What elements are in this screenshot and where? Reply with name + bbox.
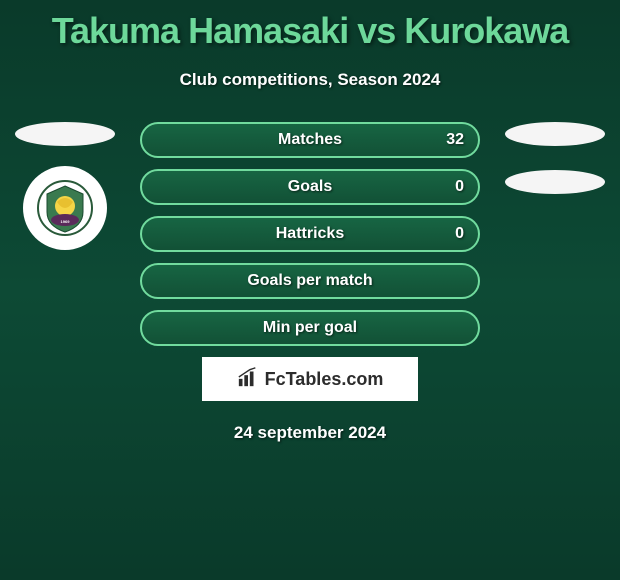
brand-text: FcTables.com (265, 369, 384, 390)
comparison-date: 24 september 2024 (0, 423, 620, 443)
club-crest-icon: 1969 (37, 180, 93, 236)
left-player-column: 1969 (10, 122, 120, 250)
stat-value-right: 0 (455, 225, 464, 243)
stat-row-matches: Matches 32 (140, 122, 480, 158)
stat-row-min-per-goal: Min per goal (140, 310, 480, 346)
comparison-subtitle: Club competitions, Season 2024 (0, 70, 620, 90)
stats-list: Matches 32 Goals 0 Hattricks 0 Goals per… (140, 122, 480, 346)
right-player-column (500, 122, 610, 214)
stat-value-right: 32 (446, 131, 464, 149)
left-player-club-badge: 1969 (23, 166, 107, 250)
brand-watermark: FcTables.com (202, 357, 418, 401)
stat-row-hattricks: Hattricks 0 (140, 216, 480, 252)
stat-label: Hattricks (276, 225, 344, 243)
stat-value-right: 0 (455, 178, 464, 196)
stat-label: Goals (288, 178, 332, 196)
svg-text:1969: 1969 (61, 219, 71, 224)
comparison-main: 1969 Matches 32 Goals 0 Hattricks 0 Goal… (0, 122, 620, 443)
stat-row-goals-per-match: Goals per match (140, 263, 480, 299)
stat-label: Matches (278, 131, 342, 149)
comparison-title: Takuma Hamasaki vs Kurokawa (0, 0, 620, 52)
right-player-second-placeholder (505, 170, 605, 194)
stat-label: Min per goal (263, 319, 357, 337)
stat-label: Goals per match (247, 272, 372, 290)
left-player-photo-placeholder (15, 122, 115, 146)
bar-chart-icon (237, 366, 259, 393)
right-player-photo-placeholder (505, 122, 605, 146)
stat-row-goals: Goals 0 (140, 169, 480, 205)
